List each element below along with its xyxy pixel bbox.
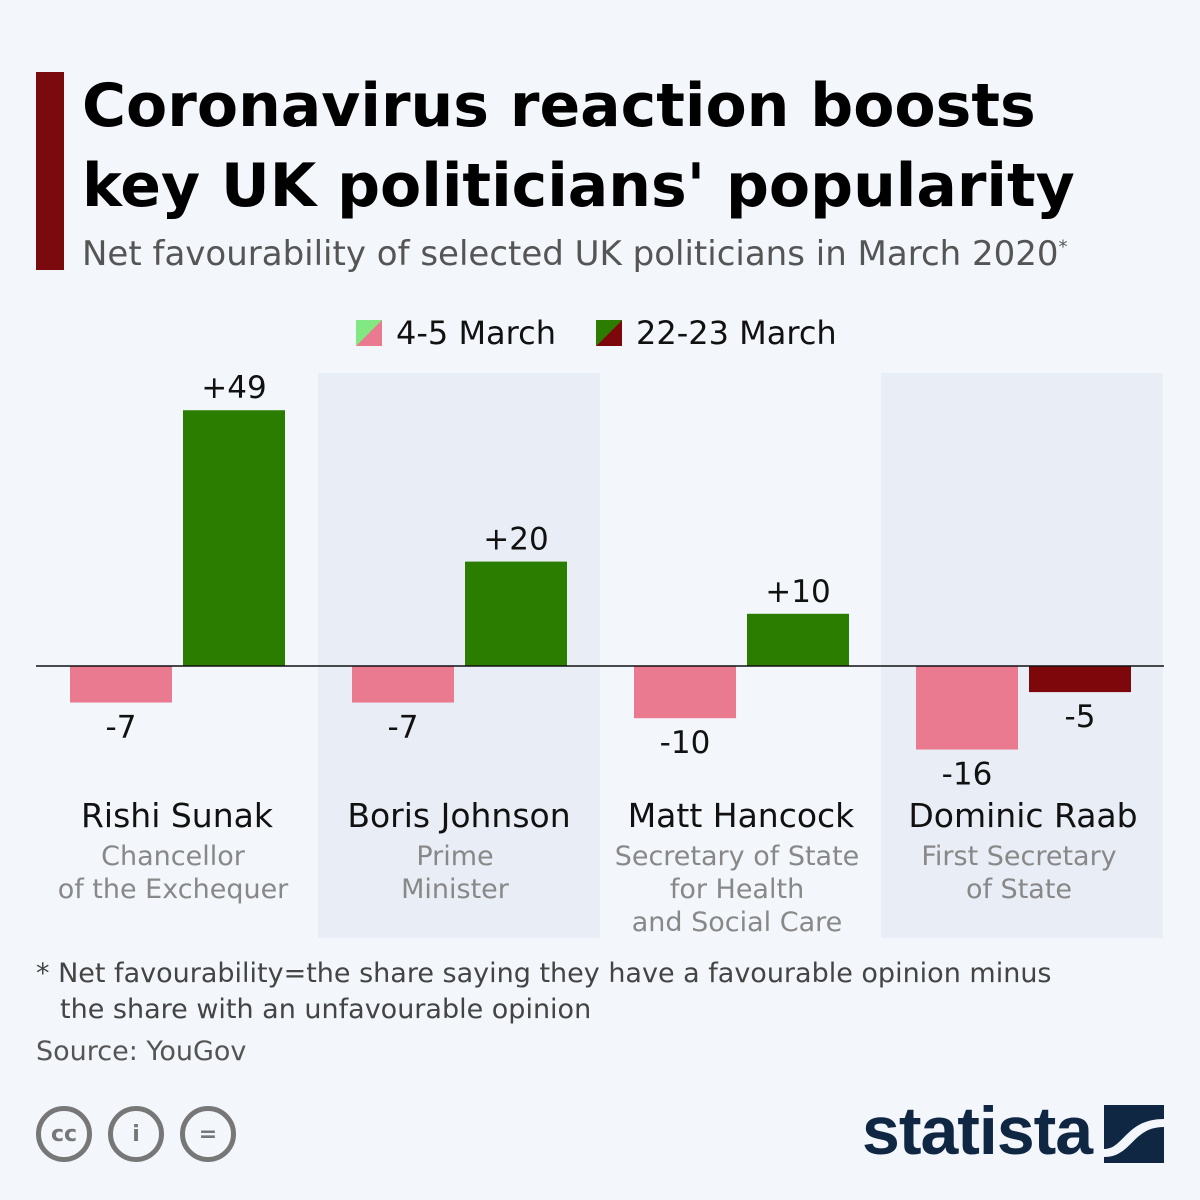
politician-name: Dominic Raab	[908, 796, 1138, 835]
title-line-2: key UK politicians' popularity	[82, 151, 1075, 221]
data-label: -16	[942, 757, 993, 793]
bar-early-1	[352, 666, 454, 703]
data-label: +20	[483, 522, 548, 558]
cc-icon[interactable]: cc	[36, 1106, 92, 1162]
data-label: +49	[201, 370, 266, 406]
legend-label-late: 22-23 March	[635, 314, 837, 352]
bar-early-2	[634, 666, 736, 719]
footnote-mark: *	[1058, 236, 1068, 258]
data-label: -10	[660, 725, 711, 761]
data-label: -7	[106, 710, 137, 746]
politician-role: Prime Minister	[314, 840, 596, 906]
data-label: -7	[388, 710, 419, 746]
politician-name: Matt Hancock	[627, 796, 855, 835]
subtitle: Net favourability of selected UK politic…	[82, 234, 1068, 274]
role-line: First Secretary	[921, 841, 1117, 872]
role-line: for Health	[669, 874, 805, 905]
politician-role: First Secretary of State	[878, 840, 1160, 906]
bar-late-2	[747, 613, 849, 666]
title: Coronavirus reaction boosts key UK politi…	[82, 66, 1075, 226]
bar-late-1	[465, 561, 567, 666]
politician-name: Rishi Sunak	[81, 796, 273, 835]
bar-early-0	[70, 666, 172, 703]
bar-late-0	[183, 410, 285, 666]
no-derivatives-icon[interactable]: =	[180, 1106, 236, 1162]
logo-text: statista	[862, 1093, 1093, 1169]
subtitle-text: Net favourability of selected UK politic…	[82, 234, 1059, 274]
bar-early-3	[916, 666, 1018, 750]
politician-name: Boris Johnson	[347, 796, 571, 835]
footnote-cont: the share with an unfavourable opinion	[60, 994, 592, 1025]
source: Source: YouGov	[36, 1036, 247, 1067]
role-line: of the Exchequer	[57, 874, 289, 905]
data-label: -5	[1065, 699, 1096, 735]
role-line: of State	[965, 874, 1073, 905]
role-line: Secretary of State	[614, 841, 860, 872]
role-line: Minister	[401, 874, 509, 905]
role-line: and Social Care	[631, 907, 843, 938]
panel-bg	[881, 373, 1163, 938]
legend-swatch-late	[595, 320, 622, 346]
role-line: Prime	[416, 841, 494, 872]
politician-role: Secretary of State for Health and Social C…	[596, 840, 878, 939]
role-line: Chancellor	[101, 841, 245, 872]
legend: 4-5 March 22-23 March	[356, 314, 837, 352]
statista-logo-icon	[1104, 1105, 1164, 1163]
statista-logo[interactable]: statista	[862, 1092, 1093, 1170]
attribution-icon[interactable]: i	[108, 1106, 164, 1162]
legend-label-early: 4-5 March	[396, 314, 556, 352]
legend-swatch-early	[356, 320, 382, 346]
title-accent-bar	[36, 72, 64, 270]
data-label: +10	[765, 574, 830, 610]
bar-late-3	[1029, 666, 1131, 693]
politician-role: Chancellor of the Exchequer	[32, 840, 314, 906]
title-line-1: Coronavirus reaction boosts	[82, 71, 1036, 141]
footnote: * Net favourability=the share saying the…	[36, 958, 1052, 989]
